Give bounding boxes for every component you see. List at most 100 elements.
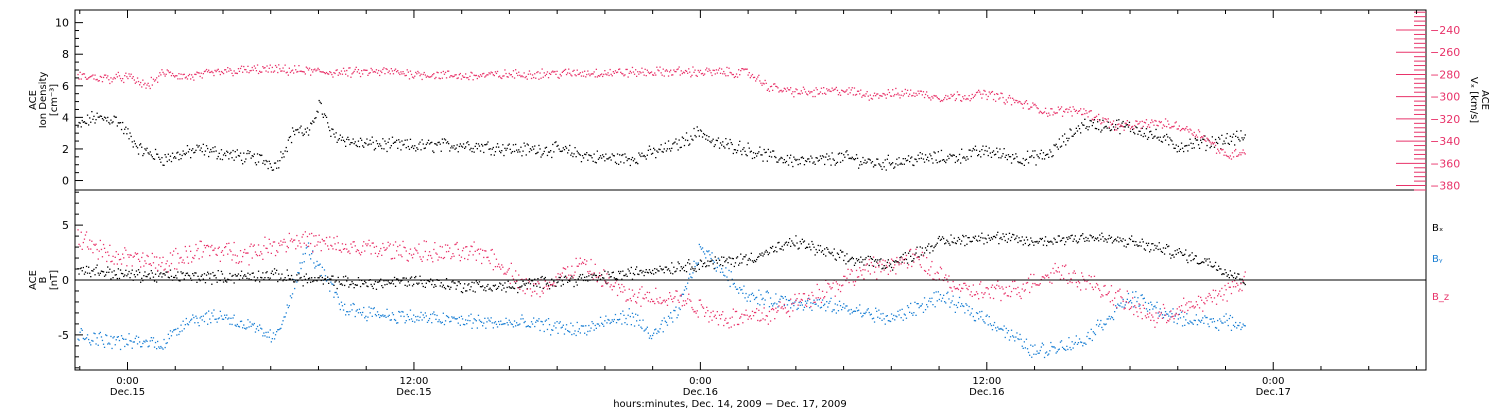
- data-point: [507, 144, 509, 146]
- data-point: [929, 97, 931, 99]
- data-point: [622, 270, 624, 272]
- data-point: [580, 161, 583, 163]
- data-point: [572, 325, 574, 327]
- data-point: [267, 71, 269, 73]
- data-point: [1016, 332, 1018, 334]
- data-point: [1040, 238, 1042, 241]
- data-point: [473, 318, 475, 320]
- data-point: [1138, 245, 1140, 247]
- data-point: [387, 71, 389, 74]
- data-point: [710, 141, 712, 144]
- data-point: [889, 95, 892, 97]
- data-point: [816, 89, 818, 91]
- data-point: [655, 272, 657, 274]
- data-point: [315, 265, 317, 267]
- data-point: [539, 296, 541, 298]
- data-point: [1168, 123, 1170, 125]
- data-point: [388, 70, 390, 72]
- data-point: [449, 247, 451, 249]
- data-point: [530, 321, 533, 323]
- data-point: [911, 95, 913, 97]
- data-point: [1066, 108, 1068, 110]
- data-point: [421, 139, 423, 141]
- data-point: [128, 270, 130, 273]
- data-point: [640, 269, 642, 272]
- data-point: [318, 234, 320, 236]
- data-point: [470, 313, 472, 315]
- data-point: [659, 265, 661, 267]
- data-point: [422, 285, 424, 288]
- data-point: [879, 94, 881, 97]
- data-point: [174, 268, 176, 270]
- data-point: [531, 146, 534, 148]
- data-point: [507, 280, 509, 282]
- data-point: [195, 243, 197, 246]
- data-point: [515, 325, 517, 327]
- data-point: [91, 270, 93, 272]
- data-point: [1238, 324, 1240, 327]
- data-point: [888, 162, 891, 164]
- data-point: [280, 327, 282, 329]
- data-point: [317, 241, 319, 243]
- data-point: [987, 234, 989, 236]
- data-point: [716, 139, 718, 142]
- data-point: [183, 153, 185, 155]
- data-point: [321, 276, 323, 279]
- data-point: [709, 140, 711, 143]
- data-point: [505, 149, 507, 151]
- data-point: [263, 67, 265, 69]
- data-point: [903, 93, 905, 95]
- data-point: [182, 320, 184, 322]
- data-point: [1075, 109, 1077, 112]
- data-point: [498, 285, 500, 288]
- data-point: [693, 71, 695, 73]
- data-point: [980, 156, 982, 158]
- data-point: [1238, 138, 1240, 141]
- data-point: [1054, 112, 1056, 115]
- data-point: [885, 169, 887, 171]
- data-point: [1137, 245, 1139, 247]
- data-point: [611, 289, 613, 291]
- data-point: [1092, 119, 1094, 121]
- data-point: [1003, 235, 1005, 238]
- data-point: [632, 316, 635, 318]
- data-point: [597, 323, 600, 325]
- data-point: [838, 300, 841, 302]
- data-point: [542, 323, 544, 326]
- data-point: [1049, 149, 1051, 151]
- data-point: [782, 90, 784, 92]
- data-point: [599, 155, 602, 157]
- data-point: [796, 242, 798, 244]
- data-point: [1007, 97, 1010, 99]
- data-point: [751, 73, 754, 76]
- data-point: [819, 155, 822, 157]
- data-point: [618, 68, 620, 71]
- data-point: [988, 147, 990, 149]
- data-point: [1020, 338, 1022, 340]
- data-point: [1226, 155, 1228, 157]
- data-point: [570, 277, 572, 279]
- data-point: [1038, 157, 1040, 159]
- data-point: [580, 263, 583, 265]
- data-point: [975, 312, 978, 314]
- data-point: [850, 89, 852, 91]
- data-point: [997, 231, 999, 233]
- data-point: [577, 278, 579, 280]
- data-point: [245, 275, 247, 277]
- data-point: [1172, 254, 1174, 256]
- data-point: [1109, 121, 1111, 123]
- data-point: [806, 93, 808, 95]
- data-point: [148, 153, 150, 155]
- data-point: [265, 159, 267, 162]
- data-point: [352, 282, 354, 285]
- data-point: [299, 127, 301, 129]
- data-point: [834, 88, 836, 90]
- data-point: [962, 305, 964, 307]
- data-point: [851, 312, 853, 314]
- data-point: [586, 276, 588, 278]
- data-point: [1174, 147, 1176, 149]
- data-point: [308, 129, 311, 131]
- data-point: [581, 71, 584, 73]
- data-point: [300, 125, 302, 127]
